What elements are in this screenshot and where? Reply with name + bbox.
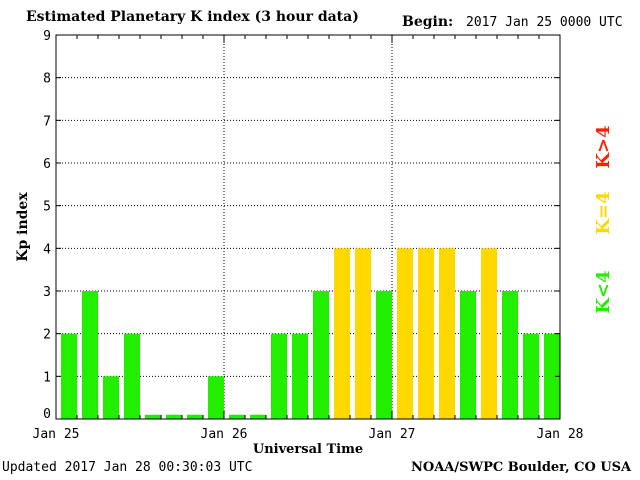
- y-tick-label: 9: [43, 29, 51, 44]
- y-tick-label: 2: [43, 328, 51, 343]
- bars: [61, 248, 560, 419]
- kp-bar: [124, 333, 140, 419]
- kp-bar: [439, 248, 455, 419]
- kp-bar: [418, 248, 434, 419]
- legend-label: K>4: [593, 125, 614, 168]
- y-tick-label: 7: [43, 114, 51, 129]
- kp-bar: [229, 414, 245, 419]
- kp-bar: [460, 291, 476, 419]
- kp-bar: [397, 248, 413, 419]
- y-tick-label: 8: [43, 72, 51, 87]
- kp-bar: [271, 333, 287, 419]
- kp-bar: [544, 333, 560, 419]
- kp-bar: [355, 248, 371, 419]
- kp-bar: [376, 291, 392, 419]
- x-tick-label: Jan 27: [369, 427, 416, 442]
- kp-bar: [481, 248, 497, 419]
- kp-bar: [523, 333, 539, 419]
- kp-bar: [103, 376, 119, 419]
- kp-bar: [166, 414, 182, 419]
- y-axis-label: Kp index: [15, 192, 31, 262]
- chart-title: Estimated Planetary K index (3 hour data…: [26, 9, 359, 25]
- source-credit: NOAA/SWPC Boulder, CO USA: [411, 460, 632, 475]
- y-tick-label: 5: [43, 200, 51, 215]
- kp-bar: [313, 291, 329, 419]
- y-tick-label: 1: [43, 370, 51, 385]
- kp-bar: [250, 414, 266, 419]
- x-tick-label: Jan 26: [201, 427, 248, 442]
- y-tick-label: 4: [43, 242, 51, 257]
- x-tick-label: Jan 28: [537, 427, 584, 442]
- kp-bar: [208, 376, 224, 419]
- x-axis-label: Universal Time: [253, 442, 363, 457]
- y-tick-label: 6: [43, 157, 51, 172]
- kp-bar: [187, 414, 203, 419]
- x-tick-label: Jan 25: [33, 427, 80, 442]
- x-axis-ticks: Jan 25 Jan 26 Jan 27 Jan 28: [33, 35, 584, 442]
- y-tick-label: 3: [43, 285, 51, 300]
- y-axis-ticks: 0 1 2 3 4 5 6 7 8 9: [43, 29, 560, 422]
- kp-bar: [502, 291, 518, 419]
- legend-label: K=4: [593, 191, 614, 234]
- kp-bar: [292, 333, 308, 419]
- begin-label: Begin:: [402, 14, 454, 30]
- legend-label: K<4: [593, 270, 614, 313]
- kp-bar: [145, 414, 161, 419]
- updated-timestamp: Updated 2017 Jan 28 00:30:03 UTC: [2, 460, 253, 475]
- legend: K>4 K=4 K<4: [593, 125, 614, 313]
- y-tick-label: 0: [43, 407, 51, 422]
- kp-bar: [82, 291, 98, 419]
- kp-bar: [334, 248, 350, 419]
- kp-bar: [61, 333, 77, 419]
- begin-value: 2017 Jan 25 0000 UTC: [466, 15, 623, 30]
